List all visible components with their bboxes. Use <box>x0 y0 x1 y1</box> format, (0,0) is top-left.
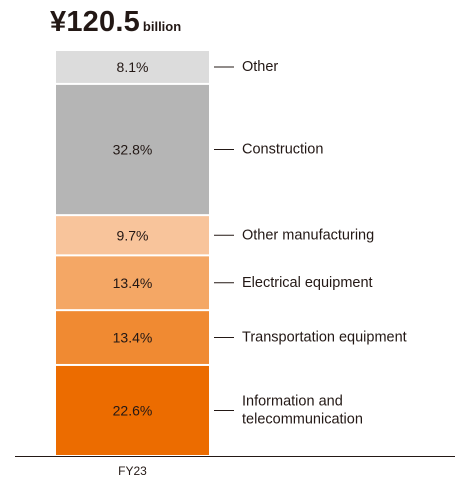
bar-segment-construction <box>56 84 209 215</box>
bar-segment-electrical-equipment <box>56 256 209 310</box>
bar-segment-transportation-equipment <box>56 311 209 364</box>
total-value: ¥120.5 <box>50 6 140 38</box>
legend-label-transportation-equipment: Transportation equipment <box>242 330 407 346</box>
x-tick-label: FY23 <box>118 464 147 478</box>
legend-label-electrical-equipment: Electrical equipment <box>242 275 373 291</box>
value-label-transportation-equipment: 13.4% <box>113 330 153 346</box>
legend-label-information-and-telecommunication: telecommunication <box>242 411 363 427</box>
value-label-construction: 32.8% <box>113 142 153 158</box>
total-amount: ¥120.5 billion <box>50 6 181 39</box>
value-label-other: 8.1% <box>117 59 149 75</box>
legend-label-other-manufacturing: Other manufacturing <box>242 227 374 243</box>
value-label-electrical-equipment: 13.4% <box>113 275 153 291</box>
value-label-information-and-telecommunication: 22.6% <box>113 402 153 418</box>
legend-label-construction: Construction <box>242 142 323 158</box>
total-unit: billion <box>142 19 182 34</box>
value-label-other-manufacturing: 9.7% <box>117 227 149 243</box>
legend-label-information-and-telecommunication: Information and <box>242 393 343 409</box>
bar-segment-other <box>56 51 209 83</box>
bar-segment-information-and-telecommunication <box>56 365 209 455</box>
bar-segment-other-manufacturing <box>56 216 209 255</box>
legend-label-other: Other <box>242 59 278 75</box>
